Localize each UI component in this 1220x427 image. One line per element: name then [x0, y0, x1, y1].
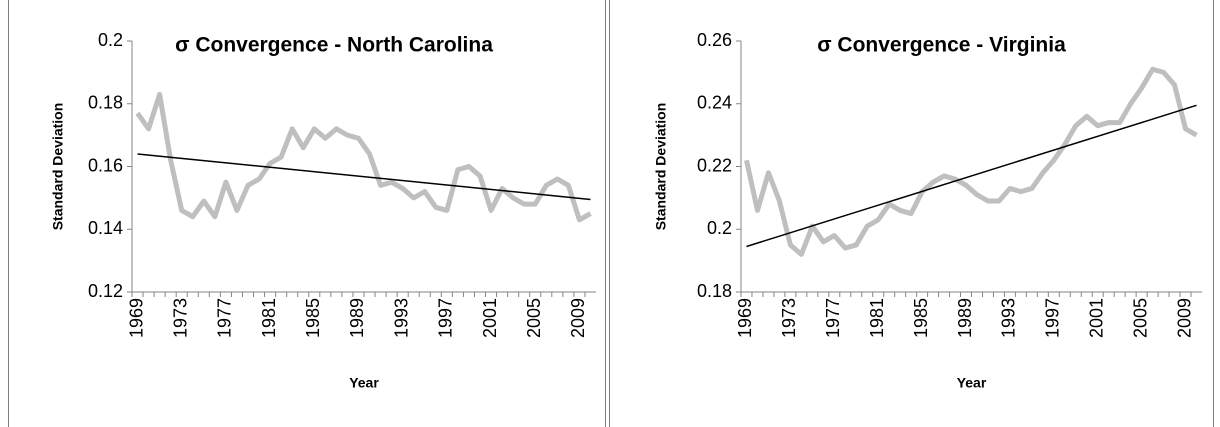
data-line [135, 91, 592, 223]
x-tick-label: 1993 [999, 298, 1019, 338]
x-tick-label: 1981 [867, 298, 887, 338]
x-tick-label: 1989 [347, 298, 367, 338]
x-tick-label: 1997 [436, 298, 456, 338]
x-axis-title: Year [349, 375, 379, 391]
x-tick-label: 2009 [1174, 298, 1194, 338]
y-tick-label: 0.24 [697, 93, 732, 113]
x-tick-label: 1997 [1043, 298, 1063, 338]
chart-title: σ Convergence - North Carolina [175, 34, 493, 57]
y-axis-title: Standard Deviation [653, 103, 669, 231]
x-tick-label: 1989 [955, 298, 975, 338]
x-tick-label: 2001 [480, 298, 500, 338]
trend-line [746, 104, 1197, 248]
y-tick-label: 0.22 [697, 155, 732, 175]
y-axis-title: Standard Deviation [50, 103, 66, 231]
x-tick-label: 2005 [524, 298, 544, 338]
y-tick-label: 0.2 [707, 218, 732, 238]
x-tick-label: 2005 [1130, 298, 1150, 338]
y-tick-label: 0.12 [88, 281, 123, 301]
x-tick-label: 1977 [215, 298, 235, 338]
x-tick-label: 1985 [911, 298, 931, 338]
data-line [744, 66, 1198, 257]
y-tick-label: 0.26 [697, 30, 732, 50]
y-tick-label: 0.14 [88, 218, 123, 238]
y-tick-label: 0.16 [88, 155, 123, 175]
x-tick-label: 1977 [823, 298, 843, 338]
y-tick-label: 0.18 [88, 93, 123, 113]
y-tick-label: 0.2 [98, 30, 123, 50]
x-tick-label: 1969 [735, 298, 755, 338]
x-tick-label: 2001 [1086, 298, 1106, 338]
x-tick-label: 1985 [303, 298, 323, 338]
x-tick-label: 1969 [126, 298, 146, 338]
x-tick-label: 2009 [568, 298, 588, 338]
x-tick-label: 1993 [391, 298, 411, 338]
x-tick-label: 1981 [259, 298, 279, 338]
y-tick-label: 0.18 [697, 281, 732, 301]
x-tick-label: 1973 [170, 298, 190, 338]
x-axis-title: Year [957, 375, 987, 391]
chart-title: σ Convergence - Virginia [817, 34, 1066, 57]
trend-line [137, 153, 591, 201]
x-tick-label: 1973 [779, 298, 799, 338]
